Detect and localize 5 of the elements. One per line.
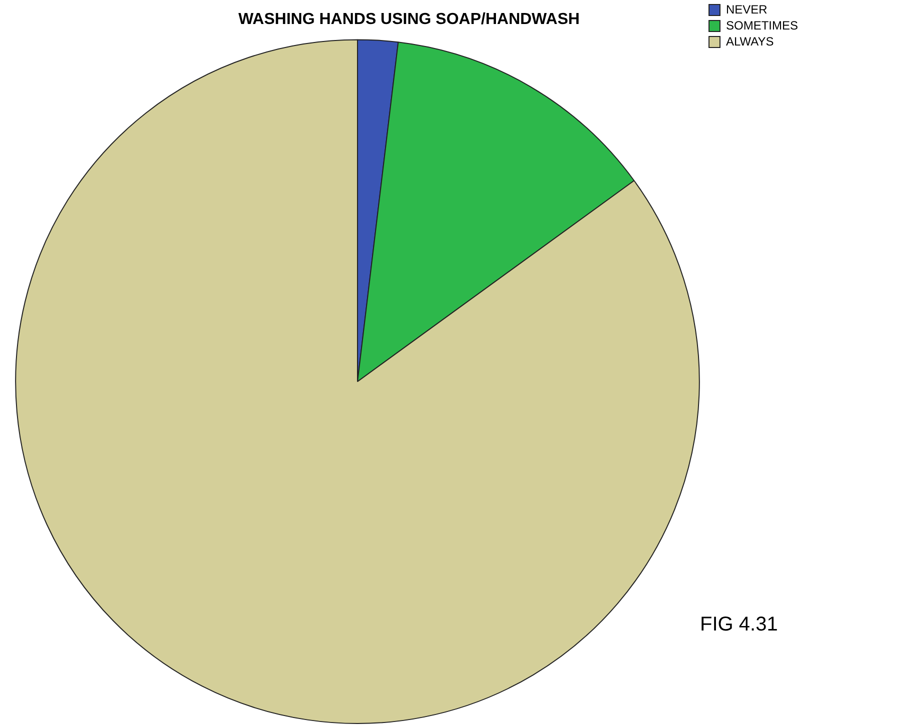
chart-title: WASHING HANDS USING SOAP/HANDWASH bbox=[238, 11, 580, 28]
legend-label: ALWAYS bbox=[726, 34, 774, 48]
legend-label: NEVER bbox=[726, 2, 768, 16]
caption: FIG 4.31 bbox=[700, 614, 778, 636]
legend-label: SOMETIMES bbox=[726, 18, 798, 32]
